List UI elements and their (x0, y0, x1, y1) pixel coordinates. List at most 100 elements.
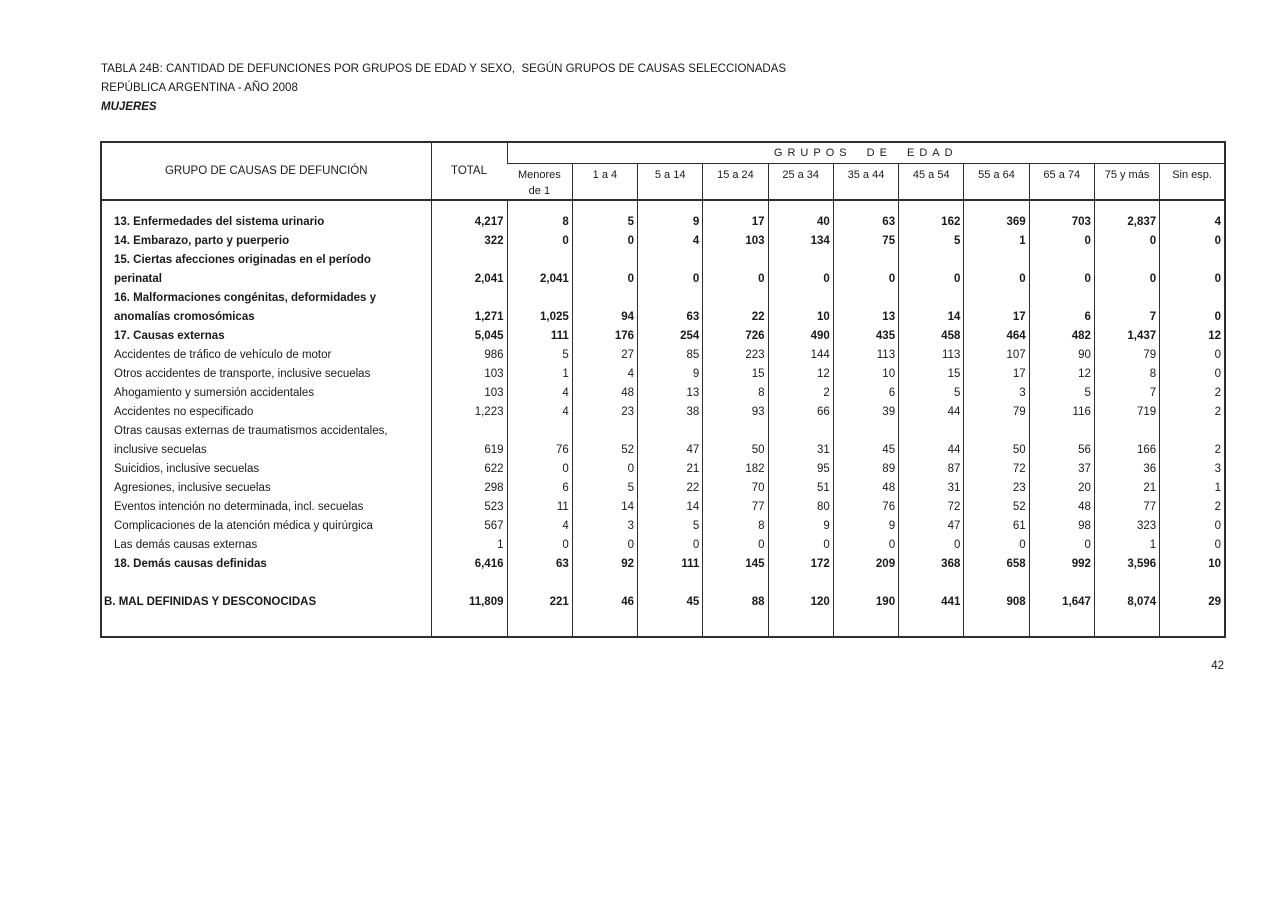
cell-value: 2 (1159, 422, 1225, 460)
cell-total: 567 (430, 517, 507, 536)
cell-value: 61 (963, 517, 1030, 536)
cell-value: 0 (963, 536, 1030, 555)
cell-value: 111 (637, 555, 703, 574)
cell-value: 10 (1159, 555, 1225, 574)
spacer-cell (963, 200, 1030, 213)
cell-value: 0 (571, 232, 638, 251)
row-label: 14. Embarazo, parto y puerperio (114, 235, 290, 247)
cell-value: 92 (571, 555, 638, 574)
col-group-header-age: GRUPOS DE EDAD (506, 142, 1225, 164)
cell-value: 482 (1028, 327, 1095, 346)
spacer-cell (767, 612, 834, 637)
spacer-cell (506, 200, 573, 213)
cell-value: 31 (767, 422, 834, 460)
cell-value: 254 (637, 327, 703, 346)
cell-value: 111 (506, 327, 573, 346)
table-row: B. MAL DEFINIDAS Y DESCONOCIDAS 11,809 221… (101, 593, 1225, 612)
cell-value: 369 (963, 213, 1030, 232)
cell-value: 441 (898, 593, 964, 612)
cell-value: 14 (898, 289, 964, 327)
cell-value: 0 (832, 251, 899, 289)
row-label: Accidentes no especificado (114, 406, 254, 418)
cell-value: 323 (1093, 517, 1160, 536)
cell-value: 3 (571, 517, 638, 536)
cell-value: 7 (1093, 289, 1160, 327)
cell-value: 94 (571, 289, 638, 327)
cell-value: 6 (832, 384, 899, 403)
table-row: Suicidios, inclusive secuelas 622 0 0 21 182 9… (101, 460, 1225, 479)
table-row: 14. Embarazo, parto y puerperio 322 0 0 4 103… (101, 232, 1225, 251)
cell-value: 703 (1028, 213, 1095, 232)
cell-value: 90 (1028, 346, 1095, 365)
cell-value: 162 (898, 213, 964, 232)
spacer-cell (506, 574, 573, 593)
cell-value: 190 (832, 593, 899, 612)
cell-value: 23 (571, 403, 638, 422)
cell-value: 15 (702, 365, 769, 384)
cell-value: 72 (963, 460, 1030, 479)
cell-value: 77 (1093, 498, 1160, 517)
cell-value: 29 (1159, 593, 1225, 612)
cell-value: 182 (702, 460, 769, 479)
cell-value: 9 (637, 365, 703, 384)
col-header-age-group: 55 a 64 (963, 163, 1030, 201)
row-label: Agresiones, inclusive secuelas (114, 482, 271, 494)
cell-value: 21 (1093, 479, 1160, 498)
cell-value: 12 (1159, 327, 1225, 346)
cell-value: 5 (506, 346, 573, 365)
spacer-cell (832, 612, 899, 637)
table-row: 15. Ciertas afecciones originadas en el … (101, 251, 1225, 289)
cell-value: 658 (963, 555, 1030, 574)
col-header-cause: GRUPO DE CAUSAS DE DEFUNCIÓN (101, 142, 431, 201)
cell-value: 116 (1028, 403, 1095, 422)
cell-value: 45 (832, 422, 899, 460)
cell-value: 85 (637, 346, 703, 365)
cell-total: 1,271 (430, 289, 507, 327)
spacer-cell (571, 200, 638, 213)
cell-value: 221 (506, 593, 573, 612)
cell-value: 0 (702, 536, 769, 555)
cell-value: 223 (702, 346, 769, 365)
spacer-cell (571, 612, 638, 637)
page-number: 42 (1211, 660, 1224, 672)
cell-value: 21 (637, 460, 703, 479)
cell-value: 490 (767, 327, 834, 346)
cell-value: 13 (637, 384, 703, 403)
cell-value: 0 (506, 536, 573, 555)
col-header-total: TOTAL (430, 142, 507, 201)
spacer-cell (506, 612, 573, 637)
cell-value: 6 (506, 479, 573, 498)
table-subtitle-country: REPÚBLICA ARGENTINA - AÑO 2008 (101, 82, 298, 94)
cell-value: 7 (1093, 384, 1160, 403)
table-row: 18. Demás causas definidas 6,416 63 92 111 14… (101, 555, 1225, 574)
cell-value: 3 (1159, 460, 1225, 479)
cell-value: 79 (1093, 346, 1160, 365)
cell-value: 4 (506, 517, 573, 536)
cell-value: 0 (702, 251, 769, 289)
spacer-row (101, 574, 1225, 593)
spacer-cell (430, 200, 507, 213)
cell-total: 103 (430, 365, 507, 384)
cell-value: 9 (832, 517, 899, 536)
cell-value: 88 (702, 593, 769, 612)
spacer-cell (101, 574, 431, 593)
spacer-cell (571, 574, 638, 593)
cell-value: 93 (702, 403, 769, 422)
cell-value: 0 (571, 251, 638, 289)
cell-value: 40 (767, 213, 834, 232)
cell-value: 1,437 (1093, 327, 1160, 346)
cell-value: 12 (1028, 365, 1095, 384)
cell-value: 5 (1028, 384, 1095, 403)
spacer-cell (1159, 200, 1225, 213)
cell-total: 2,041 (430, 251, 507, 289)
cell-value: 0 (1159, 232, 1225, 251)
spacer-row (101, 200, 1225, 213)
cell-value: 4 (637, 232, 703, 251)
cell-value: 15 (898, 365, 964, 384)
spacer-cell (898, 612, 964, 637)
cell-value: 0 (637, 251, 703, 289)
cell-value: 3 (963, 384, 1030, 403)
cell-value: 9 (637, 213, 703, 232)
spacer-cell (898, 574, 964, 593)
